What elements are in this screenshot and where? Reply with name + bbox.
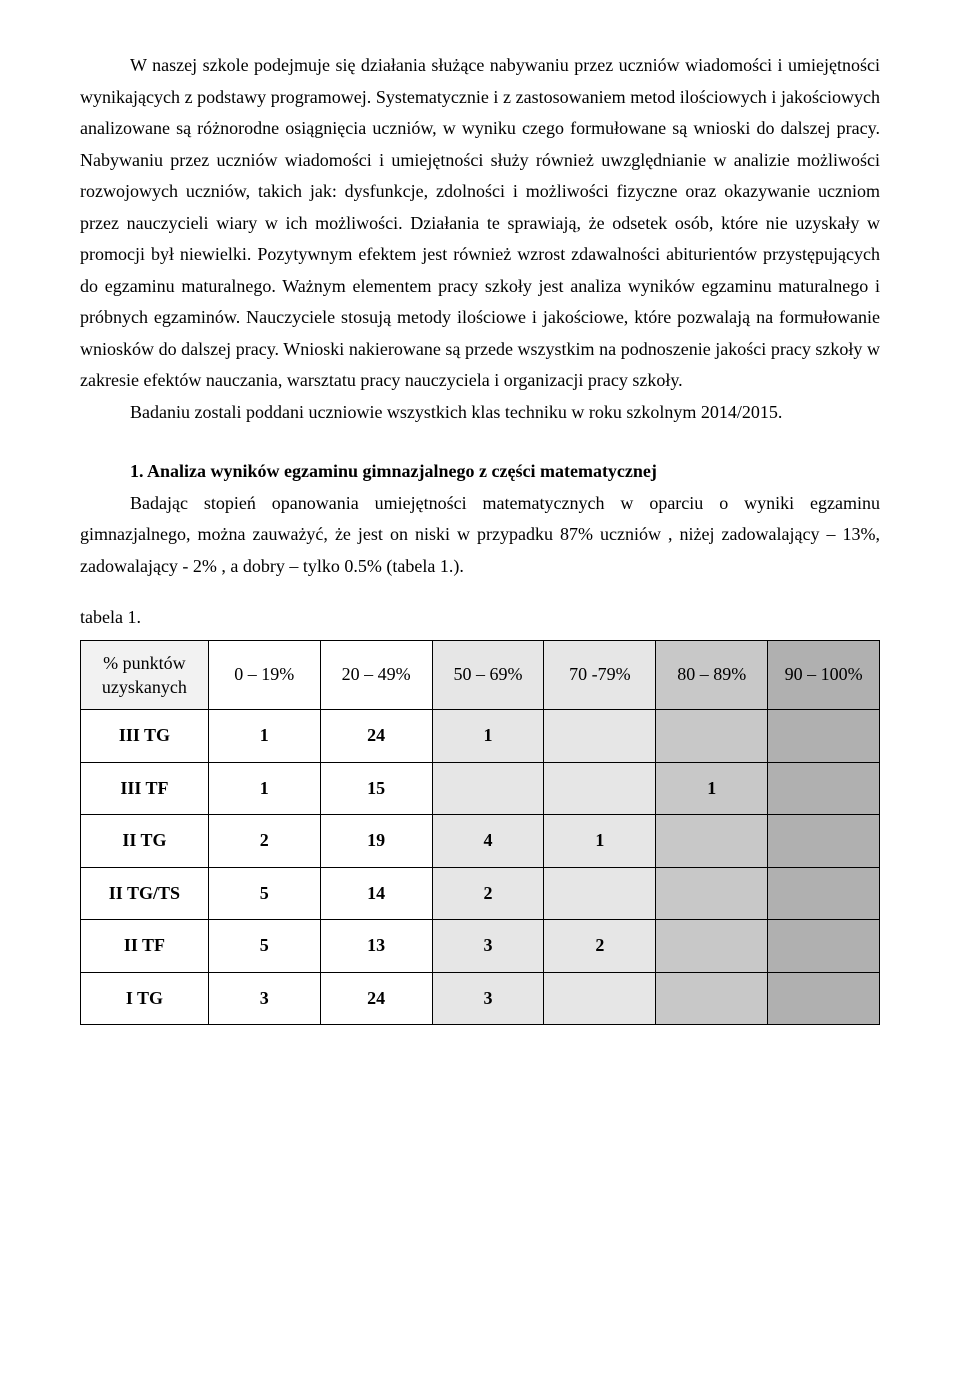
table-cell xyxy=(768,762,880,815)
table-cell: 1 xyxy=(544,815,656,868)
table-cell xyxy=(656,920,768,973)
table-cell xyxy=(544,762,656,815)
intro-paragraph: W naszej szkole podejmuje się działania … xyxy=(80,50,880,397)
table-row-label: II TG xyxy=(81,815,209,868)
table-cell xyxy=(544,867,656,920)
table-cell: 1 xyxy=(432,710,544,763)
table-cell xyxy=(768,972,880,1025)
table-cell: 5 xyxy=(208,920,320,973)
table-cell: 2 xyxy=(544,920,656,973)
table-row: II TF51332 xyxy=(81,920,880,973)
table-corner-header: % punktów uzyskanych xyxy=(81,640,209,710)
analysis-paragraph: Badając stopień opanowania umiejętności … xyxy=(80,488,880,583)
table-col-header: 0 – 19% xyxy=(208,640,320,710)
table-cell xyxy=(544,710,656,763)
table-cell xyxy=(768,710,880,763)
table-cell xyxy=(432,762,544,815)
corner-header-line1: % punktów xyxy=(103,653,186,673)
table-cell xyxy=(656,710,768,763)
table-cell: 15 xyxy=(320,762,432,815)
study-scope-paragraph: Badaniu zostali poddani uczniowie wszyst… xyxy=(80,397,880,429)
table-row: III TG1241 xyxy=(81,710,880,763)
table-cell: 13 xyxy=(320,920,432,973)
table-row-label: III TF xyxy=(81,762,209,815)
table-cell: 1 xyxy=(208,762,320,815)
table-row-label: I TG xyxy=(81,972,209,1025)
table-cell xyxy=(656,867,768,920)
table-caption: tabela 1. xyxy=(80,602,880,634)
table-header-row: % punktów uzyskanych 0 – 19%20 – 49%50 –… xyxy=(81,640,880,710)
table-row: III TF1151 xyxy=(81,762,880,815)
table-cell xyxy=(544,972,656,1025)
table-cell: 2 xyxy=(432,867,544,920)
table-cell xyxy=(768,920,880,973)
table-cell: 1 xyxy=(656,762,768,815)
table-cell xyxy=(656,972,768,1025)
table-cell: 1 xyxy=(208,710,320,763)
table-cell xyxy=(656,815,768,868)
table-cell: 3 xyxy=(432,972,544,1025)
table-cell: 5 xyxy=(208,867,320,920)
table-row: II TG/TS5142 xyxy=(81,867,880,920)
table-row-label: II TG/TS xyxy=(81,867,209,920)
results-table: % punktów uzyskanych 0 – 19%20 – 49%50 –… xyxy=(80,640,880,1026)
section-heading: 1. Analiza wyników egzaminu gimnazjalneg… xyxy=(130,456,880,488)
corner-header-line2: uzyskanych xyxy=(102,677,187,697)
table-cell xyxy=(768,867,880,920)
table-col-header: 70 -79% xyxy=(544,640,656,710)
table-cell: 19 xyxy=(320,815,432,868)
table-row-label: II TF xyxy=(81,920,209,973)
table-cell: 3 xyxy=(432,920,544,973)
table-row: I TG3243 xyxy=(81,972,880,1025)
table-col-header: 50 – 69% xyxy=(432,640,544,710)
table-row: II TG21941 xyxy=(81,815,880,868)
table-cell: 3 xyxy=(208,972,320,1025)
table-cell: 2 xyxy=(208,815,320,868)
table-col-header: 90 – 100% xyxy=(768,640,880,710)
table-col-header: 20 – 49% xyxy=(320,640,432,710)
table-cell: 14 xyxy=(320,867,432,920)
table-cell: 24 xyxy=(320,710,432,763)
table-body: III TG1241III TF1151II TG21941II TG/TS51… xyxy=(81,710,880,1025)
table-cell xyxy=(768,815,880,868)
table-cell: 4 xyxy=(432,815,544,868)
table-col-header: 80 – 89% xyxy=(656,640,768,710)
table-cell: 24 xyxy=(320,972,432,1025)
table-row-label: III TG xyxy=(81,710,209,763)
